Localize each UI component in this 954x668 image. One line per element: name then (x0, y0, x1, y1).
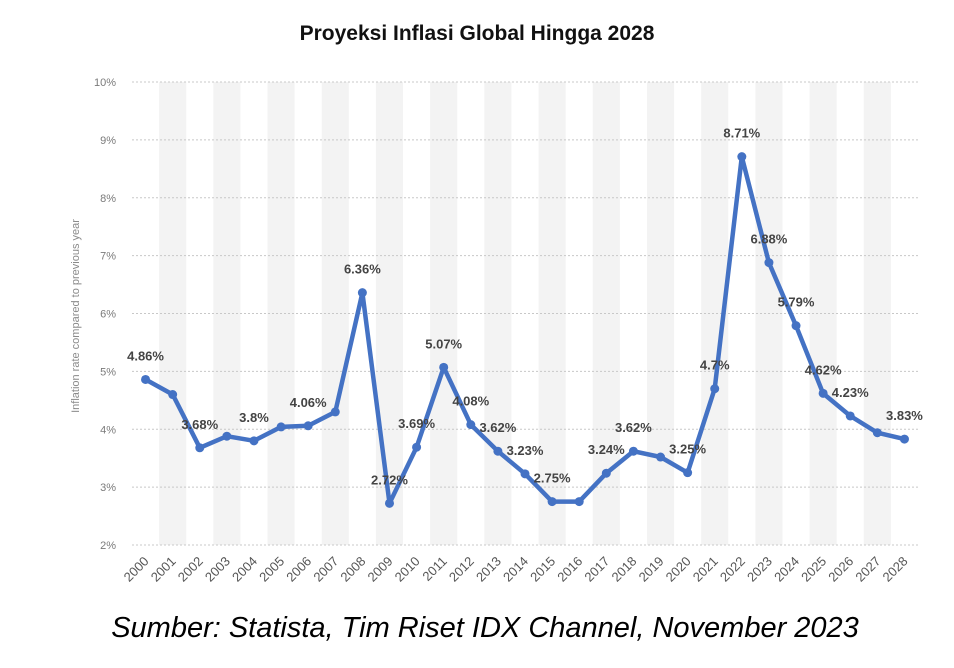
y-tick-label: 10% (94, 77, 116, 89)
data-point (872, 428, 882, 438)
y-tick-label: 9% (100, 135, 116, 147)
data-label: 6.88% (750, 232, 787, 247)
data-point (547, 497, 557, 507)
data-label: 4.23% (832, 385, 869, 400)
data-point (276, 422, 286, 432)
x-tick-label: 2027 (852, 554, 883, 585)
data-point (357, 288, 367, 298)
x-tick-label: 2004 (229, 554, 260, 585)
data-label: 3.25% (669, 442, 706, 457)
x-tick-label: 2024 (771, 554, 802, 585)
x-tick-label: 2002 (175, 554, 206, 585)
data-point (249, 436, 259, 446)
data-point (439, 362, 449, 372)
x-tick-label: 2016 (554, 554, 585, 585)
data-point (466, 420, 476, 430)
x-tick-label: 2023 (744, 554, 775, 585)
data-point (737, 152, 747, 162)
data-point (384, 498, 394, 508)
x-tick-label: 2007 (310, 554, 341, 585)
y-tick-label: 5% (100, 366, 116, 378)
x-tick-label: 2015 (527, 554, 558, 585)
y-axis-ticks: 2% 3% 4% 5% 6% 7% 8% 9% 10% (94, 77, 116, 552)
x-tick-label: 2017 (581, 554, 612, 585)
y-tick-label: 4% (100, 424, 116, 436)
data-point (520, 469, 530, 479)
x-tick-label: 2013 (473, 554, 504, 585)
x-tick-label: 2018 (608, 554, 639, 585)
line-chart: 2% 3% 4% 5% 6% 7% 8% 9% 10% Inflation rate compa… (70, 77, 923, 585)
x-tick-label: 2011 (419, 554, 449, 584)
x-tick-label: 2008 (337, 554, 368, 585)
x-tick-label: 2012 (446, 554, 477, 585)
data-point (330, 407, 340, 417)
data-point (493, 446, 503, 456)
data-label: 8.71% (723, 126, 760, 141)
data-point (818, 388, 828, 398)
data-label: 5.79% (778, 295, 815, 310)
x-tick-label: 2000 (121, 554, 152, 585)
x-tick-label: 2014 (500, 554, 531, 585)
chart-title: Proyeksi Inflasi Global Hingga 2028 (299, 22, 655, 45)
data-point (791, 321, 801, 331)
data-label: 2.72% (371, 472, 408, 487)
x-axis-ticks: 2000200120022003200420052006200720082009… (121, 554, 911, 585)
data-point (710, 384, 720, 394)
x-tick-label: 2001 (148, 554, 179, 585)
x-tick-label: 2025 (798, 554, 829, 585)
data-label: 4.08% (452, 394, 489, 409)
data-label: 3.8% (239, 410, 269, 425)
source-caption: Sumber: Statista, Tim Riset IDX Channel,… (111, 612, 859, 644)
data-label: 4.86% (127, 348, 164, 363)
data-label: 3.62% (615, 420, 652, 435)
x-tick-label: 2026 (825, 554, 856, 585)
x-tick-label: 2019 (636, 554, 667, 585)
data-label: 3.83% (886, 408, 923, 423)
data-point (222, 431, 232, 441)
data-label: 3.24% (588, 442, 625, 457)
gridlines (132, 81, 918, 546)
x-tick-label: 2005 (256, 554, 287, 585)
x-tick-label: 2020 (663, 554, 694, 585)
x-tick-label: 2021 (690, 554, 721, 585)
data-point (141, 374, 151, 384)
y-axis-label: Inflation rate compared to previous year (70, 219, 82, 413)
data-point (845, 411, 855, 421)
data-point (764, 258, 774, 268)
data-point (683, 468, 693, 478)
data-label: 4.62% (805, 362, 842, 377)
data-point (195, 443, 205, 453)
data-point (899, 434, 909, 444)
data-label: 3.62% (479, 420, 516, 435)
data-label: 4.7% (700, 358, 730, 373)
y-tick-label: 3% (100, 482, 116, 494)
x-tick-label: 2022 (717, 554, 748, 585)
data-point (601, 468, 611, 478)
x-tick-label: 2003 (202, 554, 233, 585)
data-point (303, 421, 313, 431)
data-label: 2.75% (534, 471, 571, 486)
y-tick-label: 2% (100, 540, 116, 552)
data-label: 3.69% (398, 416, 435, 431)
data-point (412, 442, 422, 452)
data-point (168, 390, 178, 400)
x-tick-label: 2028 (880, 554, 911, 585)
data-point (628, 446, 638, 456)
data-label: 5.07% (425, 336, 462, 351)
y-tick-label: 8% (100, 193, 116, 205)
y-tick-label: 7% (100, 251, 116, 263)
x-tick-label: 2009 (365, 554, 396, 585)
x-tick-label: 2006 (283, 554, 314, 585)
data-point (656, 452, 666, 462)
data-label: 4.06% (290, 395, 327, 410)
data-label: 6.36% (344, 262, 381, 277)
data-points (141, 152, 909, 508)
data-labels: 4.86% 3.68% 3.8% 4.06% 6.36% 2.72% 3.69% 5.07% 4… (127, 126, 923, 488)
y-tick-label: 6% (100, 309, 116, 321)
data-label: 3.68% (181, 417, 218, 432)
data-point (574, 497, 584, 507)
x-tick-label: 2010 (392, 554, 423, 585)
data-label: 3.23% (507, 443, 544, 458)
